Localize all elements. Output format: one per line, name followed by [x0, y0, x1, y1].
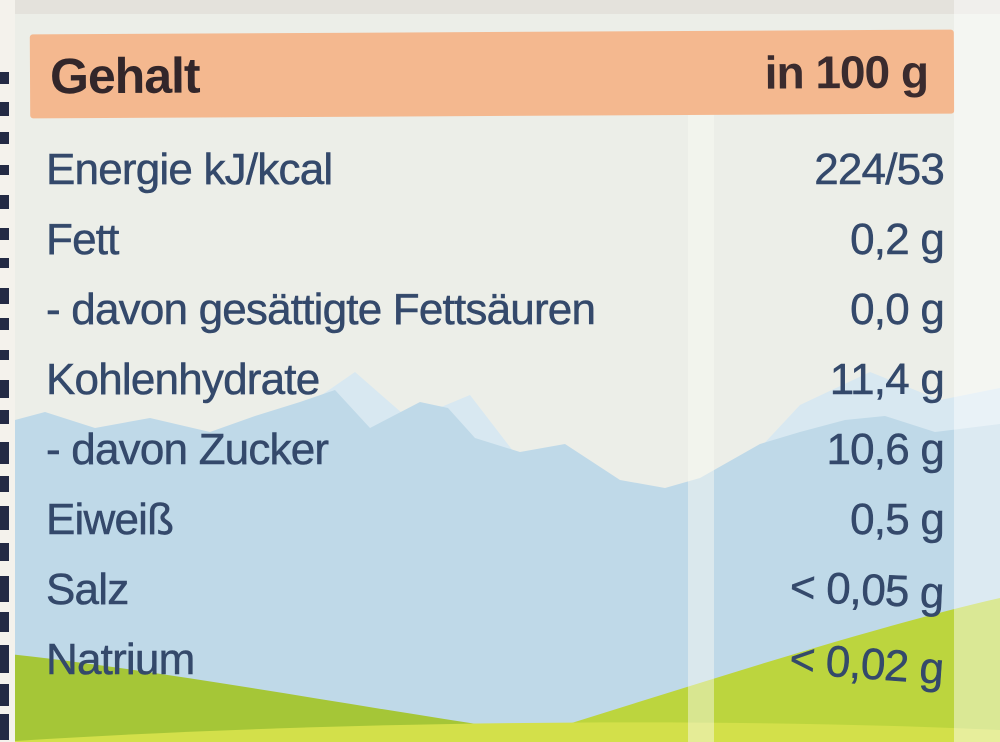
row-value: 0,2 g	[850, 215, 945, 265]
table-row-protein: Eiweiß 0,5 g	[46, 485, 945, 555]
table-row-carbohydrates: Kohlenhydrate 11,4 g	[46, 345, 945, 415]
row-label: - davon Zucker	[46, 425, 330, 475]
top-edge-shade	[0, 0, 1000, 14]
hill-bright-strip	[0, 722, 1000, 742]
table-row-saturated-fat: - davon gesättigte Fettsäuren 0,0 g	[46, 275, 945, 345]
hill-left	[0, 653, 600, 742]
header-unit-label: in 100 g	[764, 45, 929, 99]
hill-right	[510, 598, 1000, 742]
row-label: - davon gesättigte Fettsäuren	[46, 285, 596, 335]
row-label: Kohlenhydrate	[46, 355, 321, 405]
label-seam-highlight	[688, 110, 714, 742]
row-value: < 0,05 g	[789, 562, 945, 618]
nutrition-table: Energie kJ/kcal 224/53 Fett 0,2 g - davo…	[46, 135, 946, 695]
mountain-silhouette	[0, 390, 1000, 742]
table-row-sodium: Natrium < 0,02 g	[46, 625, 946, 695]
row-value: < 0,02 g	[788, 634, 946, 694]
row-value: 11,4 g	[829, 355, 945, 405]
row-value: 224/53	[814, 145, 945, 195]
row-label: Natrium	[46, 635, 196, 685]
nutrition-table-header: Gehalt in 100 g	[29, 29, 955, 119]
table-row-fat: Fett 0,2 g	[46, 205, 945, 275]
row-value: 10,6 g	[826, 425, 945, 475]
row-label: Fett	[46, 215, 120, 265]
left-edge-dash-pattern	[0, 72, 9, 740]
table-row-energy: Energie kJ/kcal 224/53	[46, 135, 945, 205]
table-row-sugar: - davon Zucker 10,6 g	[46, 415, 945, 485]
table-row-salt: Salz < 0,05 g	[46, 555, 945, 625]
row-value: 0,0 g	[850, 285, 945, 335]
row-value: 0,5 g	[850, 495, 945, 545]
row-label: Salz	[46, 565, 130, 615]
header-title: Gehalt	[49, 47, 200, 105]
row-label: Energie kJ/kcal	[46, 145, 334, 195]
row-label: Eiweiß	[46, 495, 175, 545]
